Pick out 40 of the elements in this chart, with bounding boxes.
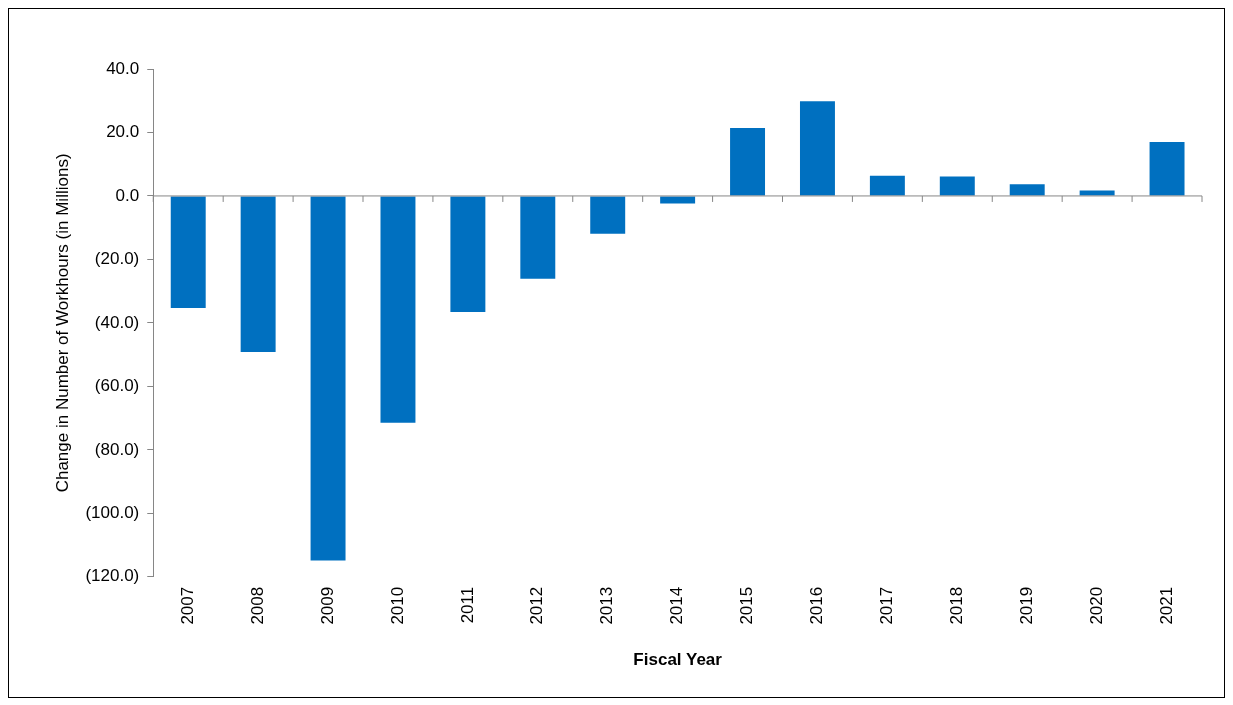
x-tick-label: 2016 [807,586,827,625]
bar [660,196,696,204]
bar [450,196,486,313]
bar [590,196,626,234]
bar [1149,141,1185,196]
bar [170,196,206,308]
y-tick-label: (100.0) [85,503,140,522]
x-tick-label: 2018 [946,586,966,625]
y-tick-label: 20.0 [106,122,140,142]
bar [380,196,416,423]
x-tick-label: 2007 [177,586,197,625]
bar [939,176,975,196]
x-tick-label: 2017 [877,586,897,625]
x-tick-label: 2012 [527,586,547,625]
y-tick-label: (20.0) [94,249,140,269]
x-tick-label: 2010 [387,586,407,625]
x-tick-label: 2009 [317,586,337,625]
bar [799,101,835,196]
y-tick-label: 0.0 [115,185,140,205]
bar [520,196,556,279]
x-tick-label: 2021 [1156,586,1176,625]
y-axis-title: Change in Number of Workhours (in Millions) [52,153,72,493]
x-tick-label: 2019 [1016,586,1036,625]
bar [730,128,766,196]
x-tick-label: 2014 [667,586,687,625]
x-tick-label: 2020 [1086,586,1106,625]
y-tick-label: (60.0) [94,376,140,396]
bar [1009,184,1045,196]
x-tick-label: 2015 [737,586,757,625]
x-tick-label: 2008 [247,586,267,625]
bar [869,175,905,196]
bar [310,196,346,561]
x-axis-title: Fiscal Year [633,650,723,670]
y-tick-label: (40.0) [94,312,140,332]
y-tick-label: (120.0) [85,566,140,586]
y-tick-label: 40.0 [106,58,140,78]
bar [240,196,276,353]
y-tick-label: (80.0) [94,439,140,459]
x-tick-label: 2013 [597,586,617,625]
x-tick-label: 2011 [457,586,477,624]
